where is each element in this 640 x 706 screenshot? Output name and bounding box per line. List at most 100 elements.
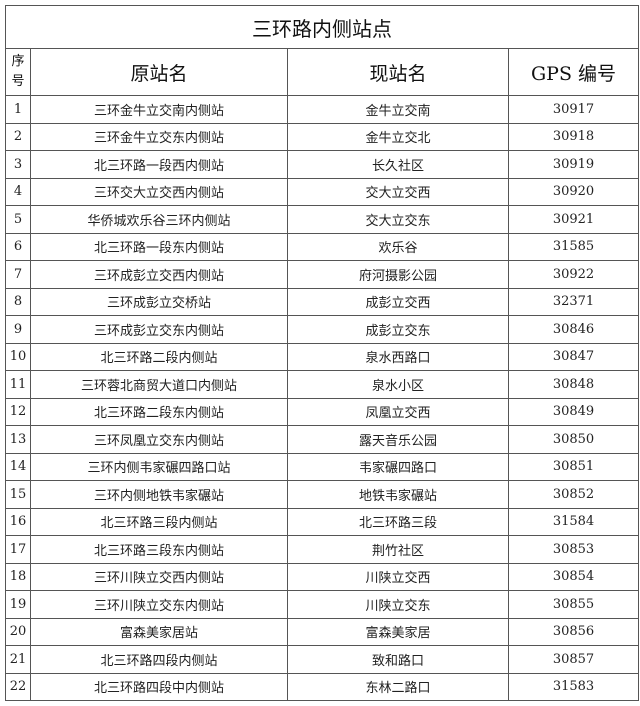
original-name: 三环川陕立交西内侧站 xyxy=(30,562,288,591)
table-row: 2 三环金牛立交东内侧站 金牛立交北 30918 xyxy=(5,122,639,151)
gps-number: 30920 xyxy=(508,177,639,206)
table-row: 22 北三环路四段中内侧站 东林二路口 31583 xyxy=(5,672,639,701)
current-name: 川陕立交东 xyxy=(287,590,509,619)
gps-number: 30855 xyxy=(508,590,639,619)
row-number: 7 xyxy=(5,260,31,289)
gps-number: 30857 xyxy=(508,645,639,674)
gps-number: 30856 xyxy=(508,617,639,646)
table-row: 1 三环金牛立交南内侧站 金牛立交南 30917 xyxy=(5,95,639,124)
row-number: 4 xyxy=(5,177,31,206)
original-name: 三环成彭立交桥站 xyxy=(30,287,288,316)
table-row: 17 北三环路三段东内侧站 荆竹社区 30853 xyxy=(5,535,639,564)
original-name: 北三环路四段内侧站 xyxy=(30,645,288,674)
gps-number: 30850 xyxy=(508,425,639,454)
table-row: 15 三环内侧地铁韦家碾站 地铁韦家碾站 30852 xyxy=(5,480,639,509)
original-name: 北三环路二段内侧站 xyxy=(30,342,288,371)
current-name: 川陕立交西 xyxy=(287,562,509,591)
current-name: 北三环路三段 xyxy=(287,507,509,536)
original-name: 三环交大立交西内侧站 xyxy=(30,177,288,206)
table-row: 3 北三环路一段西内侧站 长久社区 30919 xyxy=(5,150,639,179)
table-title: 三环路内侧站点 xyxy=(5,5,639,49)
current-name: 成彭立交西 xyxy=(287,287,509,316)
current-name: 致和路口 xyxy=(287,645,509,674)
table-row: 21 北三环路四段内侧站 致和路口 30857 xyxy=(5,645,639,674)
row-number: 20 xyxy=(5,617,31,646)
current-name: 凤凰立交西 xyxy=(287,397,509,426)
original-name: 北三环路三段内侧站 xyxy=(30,507,288,536)
row-number: 1 xyxy=(5,95,31,124)
table-row: 13 三环凤凰立交东内侧站 露天音乐公园 30850 xyxy=(5,425,639,454)
current-name: 府河摄影公园 xyxy=(287,260,509,289)
header-original-name: 原站名 xyxy=(30,48,288,96)
current-name: 泉水西路口 xyxy=(287,342,509,371)
current-name: 东林二路口 xyxy=(287,672,509,701)
current-name: 荆竹社区 xyxy=(287,535,509,564)
table-row: 6 北三环路一段东内侧站 欢乐谷 31585 xyxy=(5,232,639,261)
header-seq-line2: 号 xyxy=(11,74,25,89)
original-name: 北三环路一段东内侧站 xyxy=(30,232,288,261)
table-row: 9 三环成彭立交东内侧站 成彭立交东 30846 xyxy=(5,315,639,344)
original-name: 三环内侧地铁韦家碾站 xyxy=(30,480,288,509)
row-number: 17 xyxy=(5,535,31,564)
row-number: 15 xyxy=(5,480,31,509)
table-row: 4 三环交大立交西内侧站 交大立交西 30920 xyxy=(5,177,639,206)
gps-number: 30846 xyxy=(508,315,639,344)
gps-number: 30852 xyxy=(508,480,639,509)
row-number: 13 xyxy=(5,425,31,454)
current-name: 成彭立交东 xyxy=(287,315,509,344)
current-name: 交大立交西 xyxy=(287,177,509,206)
original-name: 富森美家居站 xyxy=(30,617,288,646)
gps-number: 32371 xyxy=(508,287,639,316)
row-number: 2 xyxy=(5,122,31,151)
original-name: 三环内侧韦家碾四路口站 xyxy=(30,452,288,481)
table-row: 14 三环内侧韦家碾四路口站 韦家碾四路口 30851 xyxy=(5,452,639,481)
original-name: 三环蓉北商贸大道口内侧站 xyxy=(30,370,288,399)
row-number: 8 xyxy=(5,287,31,316)
gps-number: 31583 xyxy=(508,672,639,701)
gps-number: 30919 xyxy=(508,150,639,179)
current-name: 露天音乐公园 xyxy=(287,425,509,454)
row-number: 5 xyxy=(5,205,31,234)
row-number: 6 xyxy=(5,232,31,261)
table-row: 11 三环蓉北商贸大道口内侧站 泉水小区 30848 xyxy=(5,370,639,399)
gps-number: 30917 xyxy=(508,95,639,124)
header-current-name: 现站名 xyxy=(287,48,509,96)
row-number: 19 xyxy=(5,590,31,619)
table-row: 7 三环成彭立交西内侧站 府河摄影公园 30922 xyxy=(5,260,639,289)
table-row: 19 三环川陕立交东内侧站 川陕立交东 30855 xyxy=(5,590,639,619)
table-row: 5 华侨城欢乐谷三环内侧站 交大立交东 30921 xyxy=(5,205,639,234)
header-seq-line1: 序 xyxy=(11,54,25,69)
gps-number: 30854 xyxy=(508,562,639,591)
original-name: 华侨城欢乐谷三环内侧站 xyxy=(30,205,288,234)
header-gps: GPS 编号 xyxy=(508,48,639,96)
original-name: 三环金牛立交南内侧站 xyxy=(30,95,288,124)
station-table: 三环路内侧站点 序号 原站名 现站名 GPS 编号 1 三环金牛立交南内侧站 金牛立… xyxy=(5,5,639,701)
original-name: 北三环路四段中内侧站 xyxy=(30,672,288,701)
table-row: 12 北三环路二段东内侧站 凤凰立交西 30849 xyxy=(5,397,639,426)
current-name: 欢乐谷 xyxy=(287,232,509,261)
current-name: 韦家碾四路口 xyxy=(287,452,509,481)
current-name: 富森美家居 xyxy=(287,617,509,646)
original-name: 北三环路二段东内侧站 xyxy=(30,397,288,426)
original-name: 三环成彭立交东内侧站 xyxy=(30,315,288,344)
gps-number: 30847 xyxy=(508,342,639,371)
current-name: 金牛立交南 xyxy=(287,95,509,124)
gps-number: 30853 xyxy=(508,535,639,564)
row-number: 16 xyxy=(5,507,31,536)
row-number: 14 xyxy=(5,452,31,481)
current-name: 交大立交东 xyxy=(287,205,509,234)
original-name: 北三环路一段西内侧站 xyxy=(30,150,288,179)
row-number: 18 xyxy=(5,562,31,591)
table-row: 8 三环成彭立交桥站 成彭立交西 32371 xyxy=(5,287,639,316)
current-name: 泉水小区 xyxy=(287,370,509,399)
gps-number: 31585 xyxy=(508,232,639,261)
current-name: 金牛立交北 xyxy=(287,122,509,151)
gps-number: 30921 xyxy=(508,205,639,234)
original-name: 三环金牛立交东内侧站 xyxy=(30,122,288,151)
gps-number: 30918 xyxy=(508,122,639,151)
gps-number: 30922 xyxy=(508,260,639,289)
current-name: 长久社区 xyxy=(287,150,509,179)
gps-number: 30848 xyxy=(508,370,639,399)
original-name: 三环凤凰立交东内侧站 xyxy=(30,425,288,454)
original-name: 三环川陕立交东内侧站 xyxy=(30,590,288,619)
